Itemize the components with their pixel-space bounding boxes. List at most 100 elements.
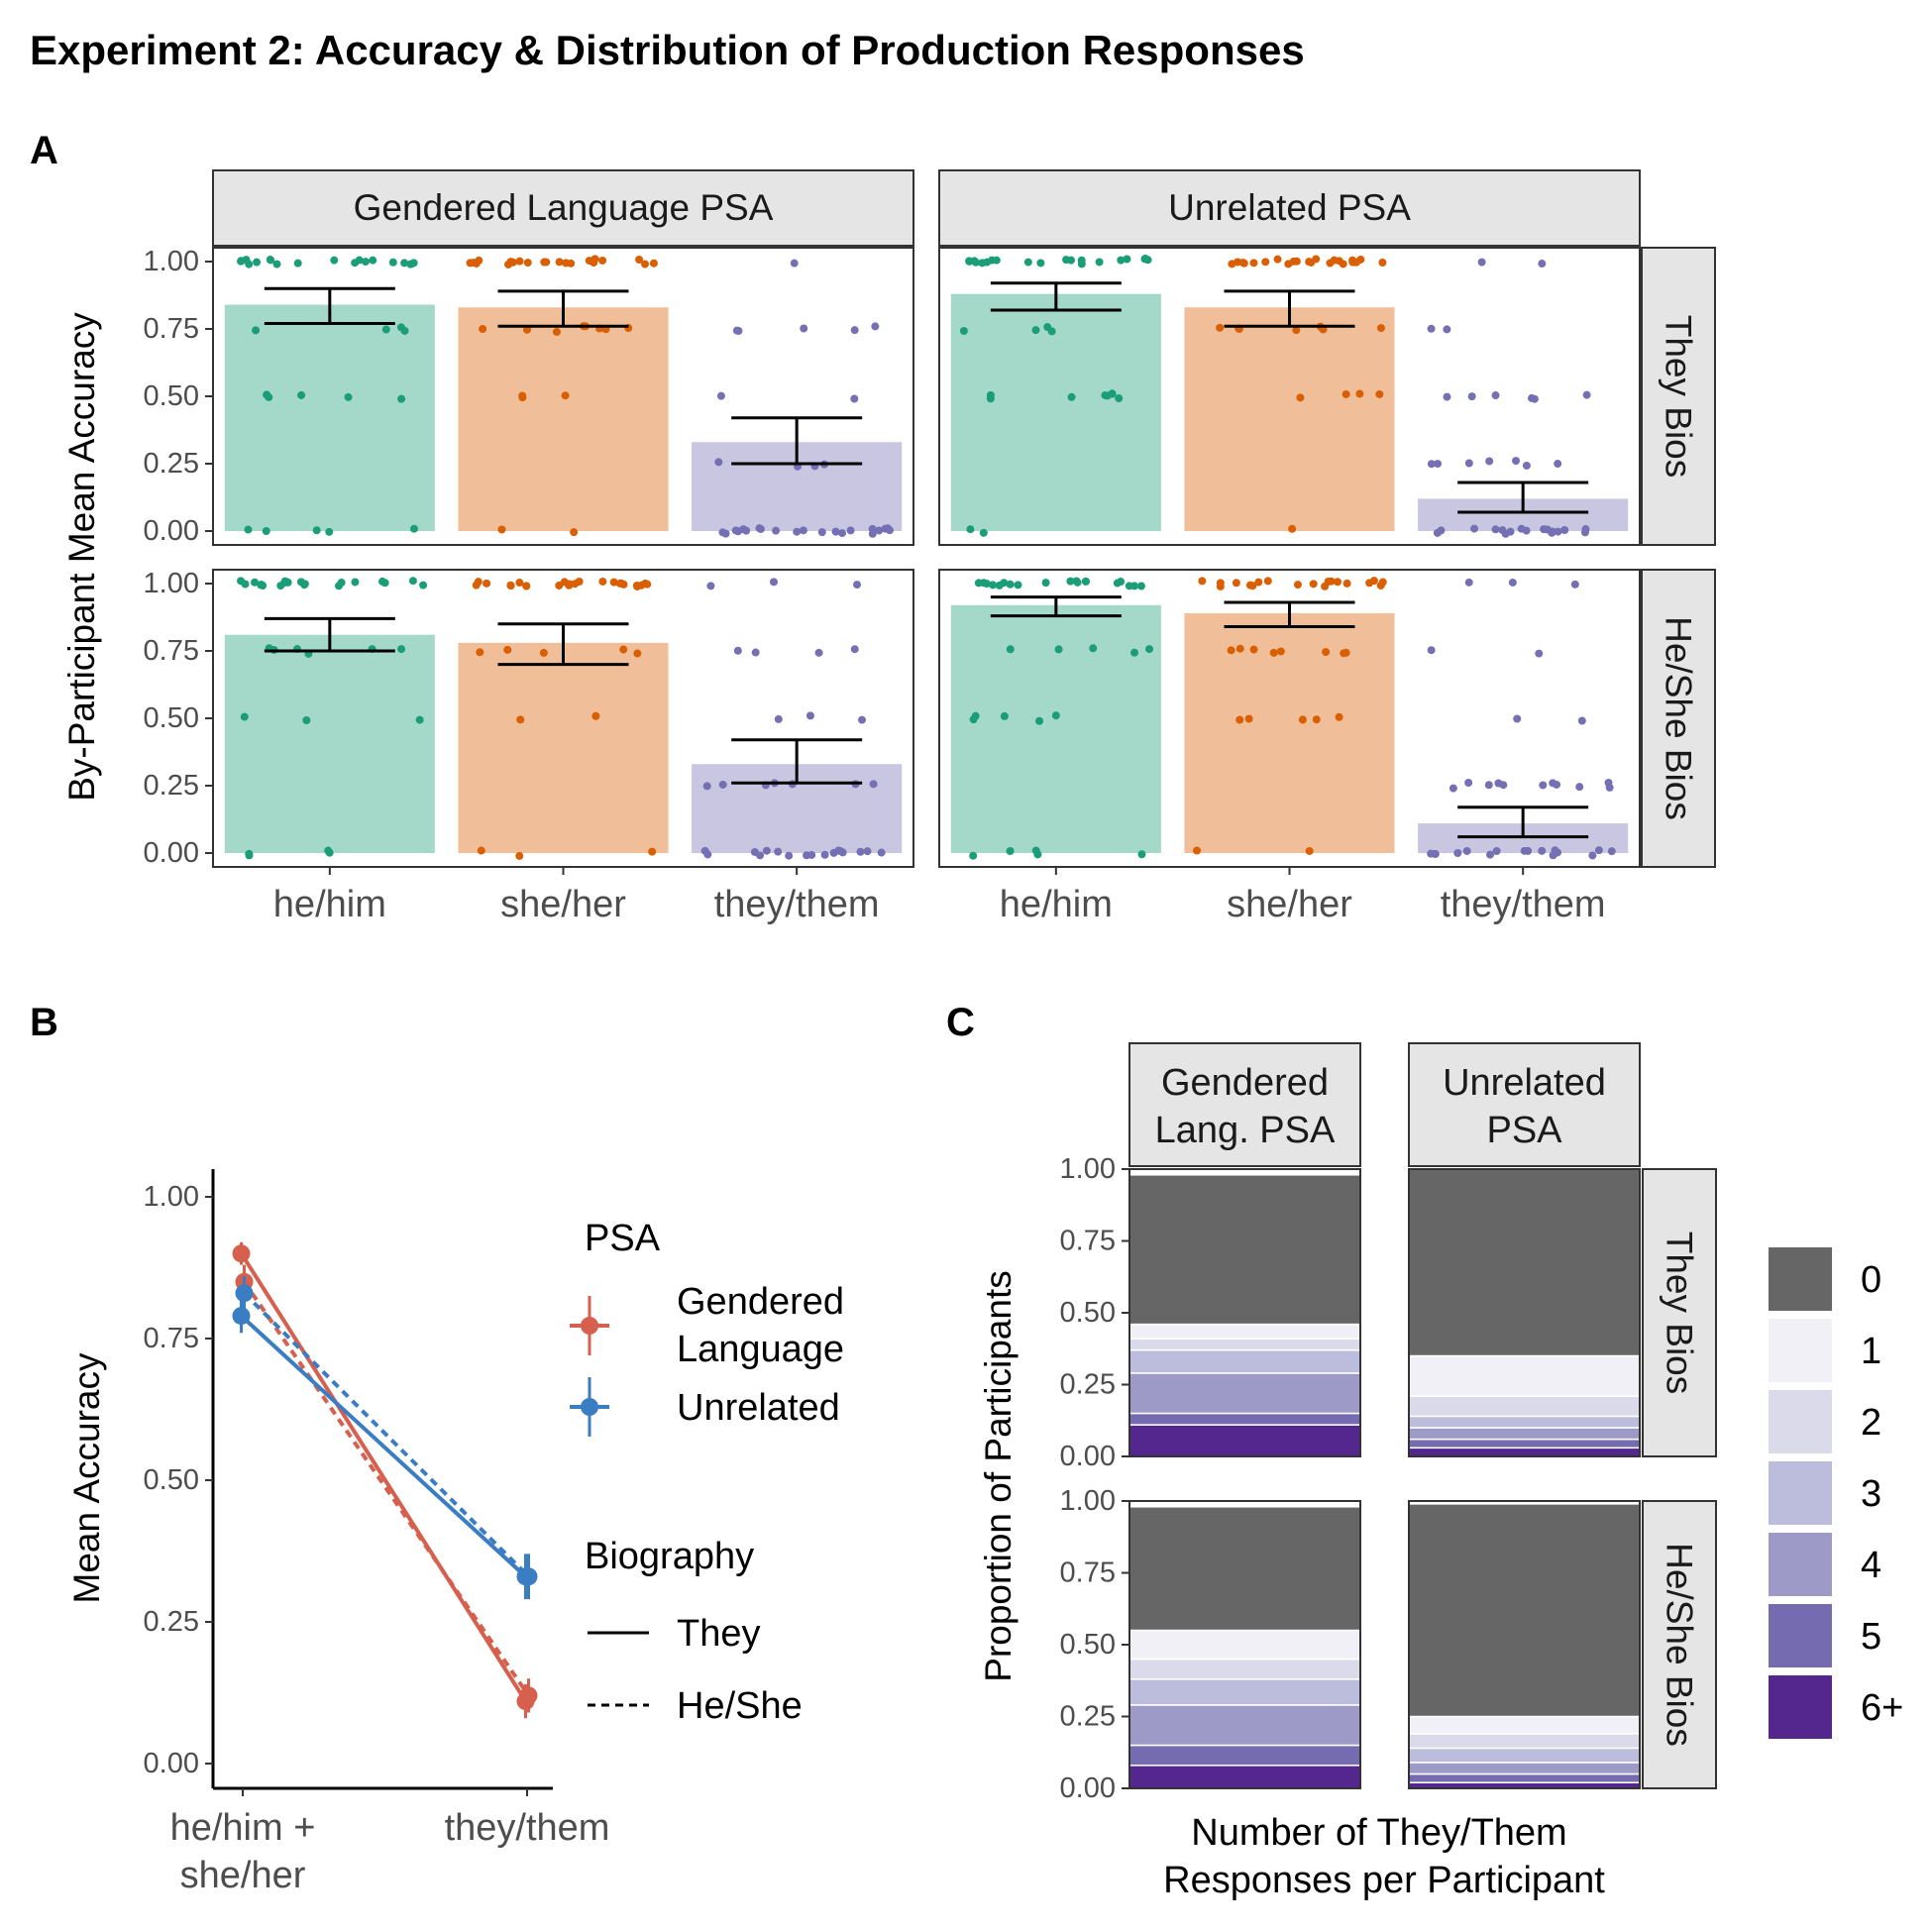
y-tick-label: 1.00 bbox=[1060, 1485, 1116, 1517]
participant-point bbox=[369, 256, 377, 265]
stacked-bar-0 bbox=[1128, 1168, 1361, 1457]
participant-point bbox=[598, 577, 607, 586]
participant-point bbox=[1035, 716, 1044, 725]
participant-point bbox=[863, 847, 872, 856]
participant-point bbox=[1443, 392, 1451, 401]
participant-point bbox=[871, 322, 880, 331]
participant-point bbox=[850, 645, 859, 654]
participant-point bbox=[1467, 392, 1476, 401]
participant-point bbox=[615, 579, 624, 588]
series-line bbox=[242, 1280, 531, 1697]
legend-label-line: Gendered bbox=[677, 1281, 844, 1323]
stack-segment-1 bbox=[1408, 1715, 1641, 1735]
participant-point bbox=[265, 392, 273, 401]
participant-point bbox=[400, 259, 409, 268]
facet-strip-col-1 bbox=[938, 169, 1641, 247]
participant-point bbox=[1239, 259, 1248, 268]
participant-point bbox=[1427, 646, 1436, 655]
participant-point bbox=[1006, 645, 1015, 654]
participant-point bbox=[540, 258, 549, 267]
participant-point bbox=[1427, 849, 1436, 858]
participant-point bbox=[978, 259, 987, 268]
participant-point bbox=[380, 579, 389, 588]
participant-point bbox=[1434, 460, 1443, 469]
participant-point bbox=[1051, 711, 1060, 720]
participant-point bbox=[506, 258, 515, 267]
participant-point bbox=[633, 649, 642, 658]
participant-point bbox=[1284, 260, 1293, 268]
participant-point bbox=[1484, 781, 1493, 790]
facet-strip-row-label-1: He/She Bios bbox=[1659, 616, 1699, 820]
participant-point bbox=[1570, 580, 1579, 589]
participant-point bbox=[1340, 649, 1348, 658]
participant-point bbox=[1273, 255, 1282, 264]
strip-label-line: Lang. PSA bbox=[1155, 1110, 1336, 1151]
participant-point bbox=[400, 326, 409, 335]
participant-point bbox=[1047, 327, 1056, 336]
stack-segment-3 bbox=[1408, 1415, 1641, 1429]
stack-segment-1 bbox=[1408, 1354, 1641, 1397]
participant-point bbox=[751, 648, 760, 657]
participant-point bbox=[506, 582, 515, 590]
y-tick-label: 0.25 bbox=[144, 448, 199, 480]
facet-strip-col-label-1: Unrelated PSA bbox=[1443, 1062, 1606, 1151]
participant-point bbox=[406, 260, 415, 268]
participant-point bbox=[619, 645, 628, 654]
participant-point bbox=[325, 848, 334, 857]
participant-point bbox=[312, 526, 321, 535]
panel-b-label: B bbox=[30, 1001, 58, 1044]
series-point bbox=[235, 1284, 254, 1303]
series-line bbox=[240, 1314, 527, 1578]
participant-point bbox=[476, 648, 484, 657]
stack-segment-0 bbox=[1128, 1506, 1361, 1632]
participant-point bbox=[1254, 578, 1263, 587]
participant-point bbox=[1522, 461, 1531, 470]
participant-point bbox=[415, 715, 424, 724]
participant-point bbox=[716, 391, 725, 400]
participant-point bbox=[714, 458, 723, 467]
participant-point bbox=[555, 258, 564, 267]
participant-point bbox=[814, 648, 823, 657]
x-tick-label: he/him bbox=[273, 884, 386, 925]
participant-point bbox=[1538, 260, 1547, 268]
participant-point bbox=[1145, 645, 1154, 654]
participant-point bbox=[706, 582, 715, 590]
participant-point bbox=[1517, 524, 1526, 533]
stack-segment-0 bbox=[1408, 1168, 1641, 1357]
participant-point bbox=[1031, 846, 1040, 855]
y-tick-label: 0.00 bbox=[144, 837, 199, 869]
participant-point bbox=[875, 526, 884, 535]
y-tick-label: 0.75 bbox=[1060, 1557, 1116, 1589]
participant-point bbox=[1335, 712, 1343, 721]
participant-point bbox=[552, 327, 561, 336]
series-line bbox=[243, 1291, 530, 1578]
participant-point bbox=[561, 391, 570, 400]
participant-point bbox=[1296, 393, 1305, 402]
x-tick-label: she/her bbox=[1227, 884, 1352, 925]
x-tick-label-they: they/them bbox=[445, 1807, 610, 1849]
participant-point bbox=[522, 325, 531, 334]
participant-point bbox=[408, 577, 417, 586]
participant-point bbox=[831, 527, 840, 536]
participant-point bbox=[1365, 579, 1374, 588]
participant-point bbox=[1249, 259, 1258, 268]
participant-point bbox=[251, 578, 260, 587]
participant-point bbox=[1335, 257, 1343, 266]
y-tick-label: 1.00 bbox=[144, 246, 199, 277]
y-axis-title: By-Participant Mean Accuracy bbox=[61, 312, 102, 802]
participant-point bbox=[1512, 457, 1521, 466]
participant-point bbox=[1292, 257, 1301, 266]
facet-strip-row-1 bbox=[1642, 1500, 1717, 1789]
participant-point bbox=[330, 256, 339, 265]
participant-point bbox=[1193, 846, 1202, 855]
participant-point bbox=[1535, 649, 1544, 658]
y-tick-label: 0.25 bbox=[1060, 1701, 1116, 1733]
legend-label-2: 2 bbox=[1861, 1402, 1881, 1444]
stack-segment-2 bbox=[1128, 1658, 1361, 1680]
participant-point bbox=[397, 394, 406, 403]
participant-point bbox=[515, 851, 524, 860]
participant-point bbox=[1140, 255, 1149, 264]
stack-segment-5 bbox=[1408, 1772, 1641, 1783]
stack-segment-2 bbox=[1408, 1395, 1641, 1418]
participant-point bbox=[1604, 779, 1613, 788]
